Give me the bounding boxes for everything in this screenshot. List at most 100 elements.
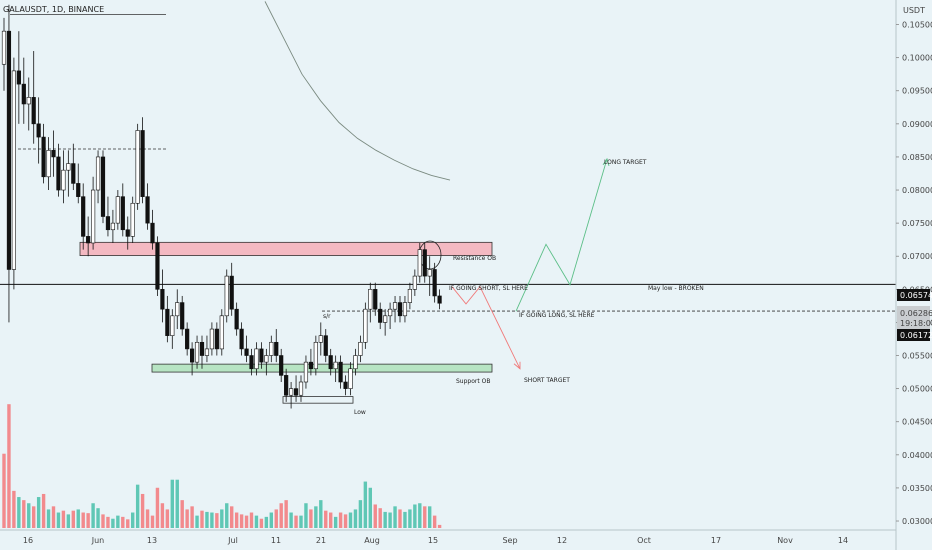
candle xyxy=(150,209,155,250)
candle xyxy=(333,355,338,383)
projection-arrows xyxy=(451,157,610,370)
candle xyxy=(288,382,294,409)
candle xyxy=(234,302,239,336)
candle-body xyxy=(209,328,215,350)
candle xyxy=(194,335,200,369)
volume-bar xyxy=(259,518,264,528)
long-projection-path xyxy=(515,158,608,312)
volume-bar xyxy=(348,512,353,528)
zones-layer xyxy=(79,241,493,404)
volume-bar xyxy=(210,512,214,528)
candle xyxy=(170,309,175,349)
candle xyxy=(407,282,413,310)
candle-body xyxy=(6,30,12,270)
time-tick-label: Jul xyxy=(227,536,238,545)
candle-body xyxy=(407,289,413,303)
volume-bar xyxy=(185,509,189,528)
candle-body xyxy=(288,388,294,396)
price-tick-label: 0.03500 xyxy=(902,484,932,493)
volume-bar xyxy=(17,497,21,528)
candle-body xyxy=(214,328,219,350)
resistance-ob-label: Resistance OB xyxy=(453,255,496,262)
candle xyxy=(165,295,170,343)
price-axis-panel[interactable] xyxy=(896,0,932,550)
volume-bar xyxy=(131,512,135,528)
candle-body xyxy=(170,315,175,336)
candle-body xyxy=(199,341,205,356)
candle xyxy=(269,335,274,363)
candle-body xyxy=(239,328,244,350)
candle-body xyxy=(36,123,41,138)
volume-bar xyxy=(432,515,437,528)
candle xyxy=(323,329,328,363)
candle-body xyxy=(298,381,304,396)
time-tick-label: Sep xyxy=(502,536,517,545)
volume-bar xyxy=(294,515,298,528)
sr-level-badge-text: 0.06172 xyxy=(900,331,932,340)
time-axis-ticks[interactable]: 16 Jun 13 Jul 11 21 Aug 15 Sep 12 Oct 17 Nov 14 xyxy=(23,536,848,545)
candle-body xyxy=(432,269,437,297)
sr-label: s/r xyxy=(323,313,331,320)
volume-bar xyxy=(254,515,259,528)
candle xyxy=(383,309,388,336)
price-tick-label: 0.08000 xyxy=(902,186,932,195)
candle-body xyxy=(328,355,333,370)
candle xyxy=(130,196,135,243)
may-low-badge: 0.06574 xyxy=(897,289,932,301)
volume-bar xyxy=(279,503,283,528)
price-tick-label: 0.09500 xyxy=(902,87,932,96)
candle xyxy=(51,130,56,177)
candle xyxy=(76,163,81,204)
candle xyxy=(368,282,373,323)
currency-label: USDT xyxy=(903,6,925,15)
candle xyxy=(11,57,17,290)
may-low-label: May low - BROKEN xyxy=(648,285,704,292)
candle-body xyxy=(264,355,269,363)
volume-bars xyxy=(2,404,442,528)
candle-body xyxy=(91,189,96,244)
candle xyxy=(254,342,259,376)
candle xyxy=(224,269,229,323)
candle xyxy=(284,368,289,402)
candle-body xyxy=(259,348,264,363)
volume-bar xyxy=(91,503,95,528)
candle-body xyxy=(308,361,314,370)
time-tick-label: Jun xyxy=(91,536,105,545)
volume-bar xyxy=(398,509,402,528)
candle xyxy=(71,143,76,191)
volume-bar xyxy=(304,503,308,528)
price-tick-label: 0.08500 xyxy=(902,153,932,162)
candle-body xyxy=(110,222,115,231)
volume-bar xyxy=(368,487,372,528)
volume-bar xyxy=(437,524,442,528)
volume-bar xyxy=(274,509,278,528)
price-tick-label: 0.04500 xyxy=(902,418,932,427)
candle-body xyxy=(224,275,229,317)
volume-bar xyxy=(150,515,155,528)
candle xyxy=(293,375,299,402)
volume-bar xyxy=(319,500,323,528)
candle-body xyxy=(422,249,427,277)
candle xyxy=(229,262,234,316)
volume-bar xyxy=(363,481,368,528)
volume-bar xyxy=(333,516,338,528)
candle xyxy=(259,342,264,369)
volume-bar xyxy=(383,511,387,528)
candle-body xyxy=(338,361,343,383)
volume-bar xyxy=(353,509,358,528)
volume-bar xyxy=(2,453,6,528)
volume-bar xyxy=(230,506,234,528)
volume-bar xyxy=(403,511,407,528)
volume-bar xyxy=(66,514,71,528)
volume-bar xyxy=(200,510,204,528)
candle-body xyxy=(81,196,86,237)
price-tick-label: 0.09000 xyxy=(902,120,932,129)
candle-body xyxy=(343,381,348,389)
volume-bar xyxy=(388,512,392,528)
short-target-arrowhead xyxy=(513,361,521,370)
candle-body xyxy=(190,348,195,363)
candle xyxy=(140,117,145,204)
candlestick-series xyxy=(1,4,442,409)
